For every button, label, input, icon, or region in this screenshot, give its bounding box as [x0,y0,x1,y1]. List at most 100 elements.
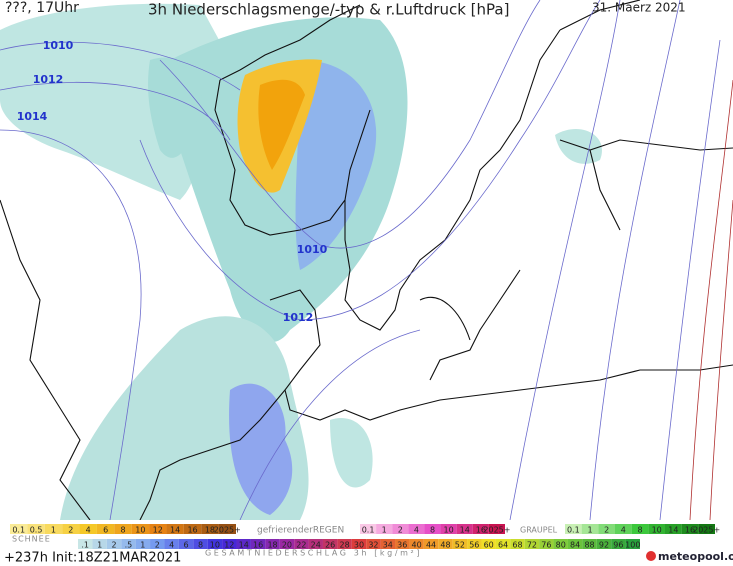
legend-tick: .5 [125,541,133,550]
legend-cell [79,524,97,534]
legend-tick: 4 [621,526,626,535]
legend-tick: 34 [383,541,393,550]
legend-tick: 8 [120,526,125,535]
legend-cell [665,524,682,534]
legend-cell [395,539,410,549]
legend-cell [178,539,194,549]
isobar [689,79,733,521]
legend-tick: 2025+ [693,526,720,535]
legend-tick: 2025+ [214,526,241,535]
legend-cell [615,524,632,534]
legend-tick: 80 [556,541,566,550]
legend-tick: 24 [311,541,321,550]
legend-cell [131,524,150,534]
legend-cell [366,539,381,549]
legend-tick: 10 [210,541,220,550]
run-info: +237h Init:18Z21MAR2021 [4,551,181,566]
legend-tick: 1 [97,541,102,550]
legend-tick: 2 [604,526,609,535]
isobar-label: 1012 [283,311,314,324]
legend-cell [452,539,468,549]
legend-cell [250,539,266,549]
map-title: 3h Niederschlagsmenge/-typ & r.Luftdruck… [148,1,509,19]
legend-cell [698,524,715,534]
legend-tick: 2025+ [483,526,510,535]
legend-tick: 52 [455,541,465,550]
precip-area [148,57,202,158]
legend-tick: 10 [444,526,454,535]
legend-tick: 92 [599,541,609,550]
legend-cell [222,539,237,549]
legend-tick: 14 [170,526,180,535]
legend-cell [150,539,165,549]
coastline [344,29,561,331]
isobar [0,129,142,521]
legend-cell [360,524,377,534]
legend-cell [193,539,208,549]
isobar-label: 1014 [17,110,48,123]
legend-cell [96,524,115,534]
total-label: GESAMTNIEDERSCHLAG 3h [kg/m²] [205,549,422,558]
legend-tick: 12 [153,526,163,535]
legend-tick: 40 [412,541,422,550]
isobar [239,329,421,521]
legend-cell [582,539,597,549]
legend-cell [648,524,665,534]
legend-cell [207,539,223,549]
legend-tick: 18 [267,541,277,550]
precip-area [258,79,305,170]
legend-cell [27,524,45,534]
legend-cell [294,539,309,549]
legend-cell [279,539,295,549]
legend-cell [423,539,439,549]
legend-cell [392,524,409,534]
legend-tick: 16 [253,541,263,550]
legend-tick: 1 [140,541,145,550]
isobar [0,81,231,141]
brand-logo [646,551,656,561]
legend-cell [409,539,424,549]
legend-cell [218,524,236,534]
legend-tick: 84 [570,541,580,550]
legend-tick: 10 [652,526,662,535]
isobar [509,0,721,521]
legend-tick: 72 [527,541,537,550]
legend-tick: 32 [368,541,378,550]
legend-cell [149,524,167,534]
legend-tick: 4 [414,526,419,535]
legend-tick: 96 [613,541,623,550]
legend-cell [92,539,107,549]
legend-cell [472,524,489,534]
legend-cell [106,539,122,549]
legend-tick: 14 [668,526,678,535]
legend-tick: 1 [587,526,592,535]
legend-tick: 2 [155,541,160,550]
legend-cell [183,524,202,534]
legend-cell [625,539,640,549]
legend-tick: 16 [476,526,486,535]
legend-cell [565,524,582,534]
coastline [214,4,371,236]
legend-cell [598,524,615,534]
legend-tick: 30 [354,541,364,550]
legend-tick: 8 [637,526,642,535]
isobar [139,0,601,321]
isobar-label: 1012 [33,73,64,86]
isobar [159,0,541,249]
legend-cell [164,539,179,549]
legend-tick: 64 [498,541,508,550]
coastline [139,389,286,521]
legend-tick: 44 [426,541,436,550]
legend-cell [553,539,568,549]
coastlines [0,0,733,521]
legend-cell [121,539,136,549]
precip-areas [0,3,602,520]
legend-cell [322,539,338,549]
legend-tick: 2 [398,526,403,535]
legend-tick: 0.1 [362,526,375,535]
legend-tick: 2 [111,541,116,550]
legend-cell [78,539,93,549]
legend-tick: 100 [625,541,640,550]
